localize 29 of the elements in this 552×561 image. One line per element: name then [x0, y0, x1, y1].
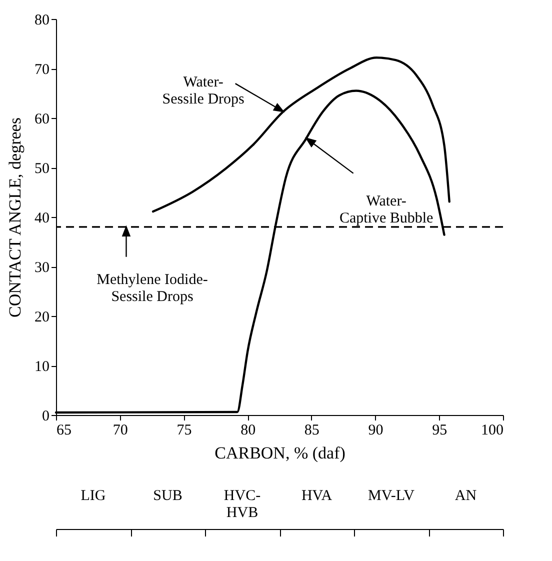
y-tick-label: 50 — [34, 161, 50, 177]
category-label: SUB — [153, 488, 182, 504]
text: Water-Sessile Drops — [162, 74, 245, 108]
x-axis-title: CARBON, % (daf) — [214, 444, 346, 462]
annotation: Methylene Iodide-Sessile Drops — [96, 272, 208, 305]
category-label: HVC-HVB — [224, 488, 261, 521]
y-tick-label: 20 — [34, 310, 50, 326]
x-tick-label: 80 — [240, 422, 256, 438]
y-tick-label: 30 — [34, 260, 50, 276]
x-tick-label: 65 — [56, 422, 72, 438]
category-label: LIG — [80, 488, 106, 504]
y-tick-label: 80 — [34, 12, 50, 28]
x-tick-label: 95 — [432, 422, 448, 438]
y-tick-label: 10 — [34, 359, 50, 375]
series-label: Water-Captive Bubble — [339, 193, 434, 226]
line-series — [152, 56, 450, 213]
x-tick-label: 85 — [304, 422, 320, 438]
y-tick-label: 70 — [34, 62, 50, 78]
category-label: AN — [454, 488, 477, 504]
x-tick-label: 100 — [481, 422, 504, 438]
category-label: HVA — [301, 488, 332, 504]
category-label: MV-LV — [368, 488, 415, 504]
y-tick-label: 0 — [42, 408, 50, 424]
x-tick-label: 70 — [112, 422, 128, 438]
y-axis-title: CONTACT ANGLE, degrees — [6, 118, 24, 318]
x-tick-label: 75 — [176, 422, 192, 438]
x-tick-label: 90 — [368, 422, 384, 438]
y-tick-label: 40 — [34, 210, 50, 226]
y-tick-label: 60 — [34, 112, 50, 128]
